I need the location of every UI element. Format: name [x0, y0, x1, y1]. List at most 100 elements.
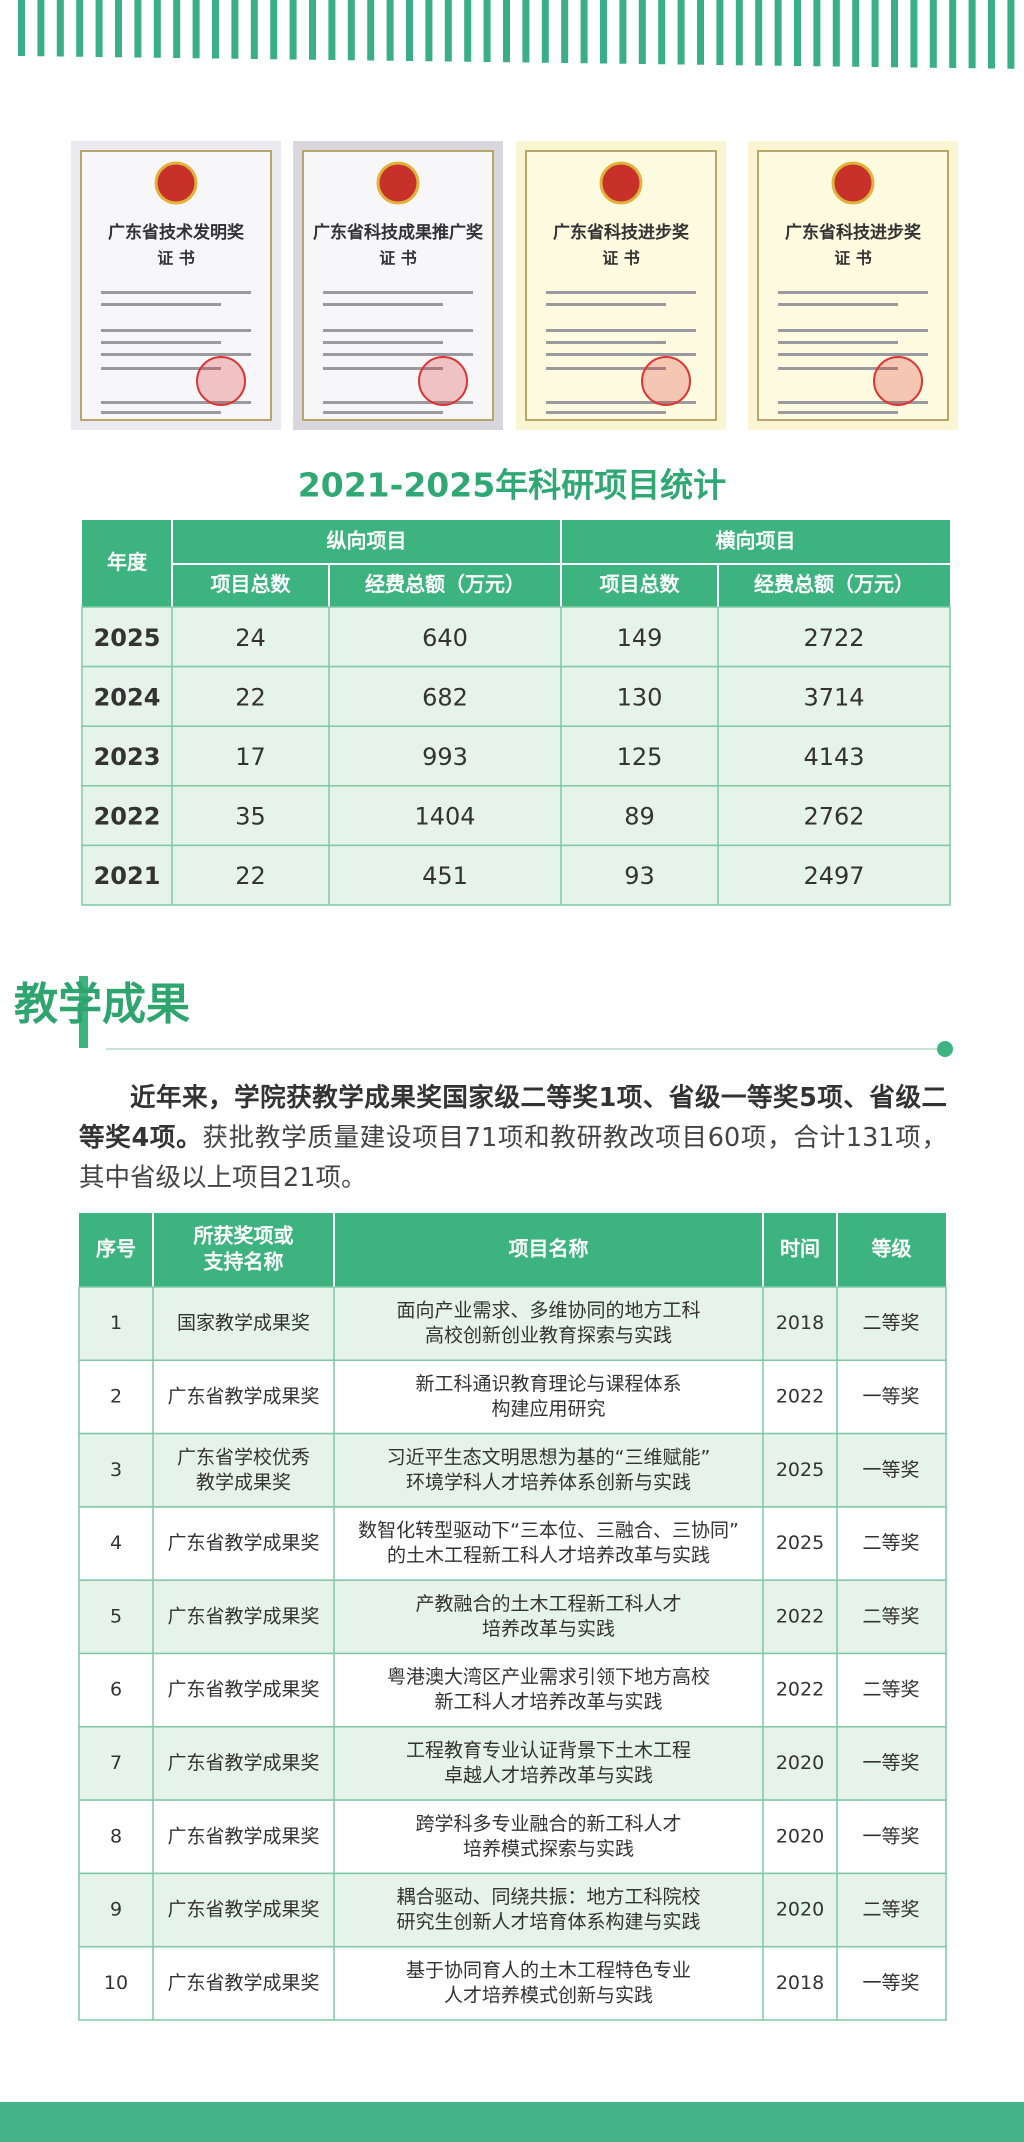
top-stripe: [503, 0, 510, 63]
top-stripe: [541, 0, 549, 63]
year-cell: 2023: [94, 743, 161, 771]
stats-row: [81, 665, 951, 727]
project-cell: 新工科通识教育理论与课程体系: [415, 1373, 681, 1395]
top-stripe: [677, 0, 685, 65]
top-stripe: [929, 0, 937, 68]
top-stripe: [619, 0, 627, 64]
value-cell: 130: [617, 683, 663, 711]
certificate-small-text: [101, 341, 221, 344]
project-cell: 新工科人才培养改革与实践: [434, 1691, 662, 1713]
project-cell: 工程教育专业认证背景下土木工程: [406, 1739, 691, 1761]
value-cell: 89: [624, 803, 655, 831]
certificate-small-text: [778, 401, 928, 404]
top-stripe: [464, 0, 472, 62]
value-cell: 125: [617, 743, 663, 771]
value-cell: 2497: [803, 862, 864, 890]
value-cell: 2722: [803, 624, 864, 652]
certificate-small-text: [101, 303, 221, 306]
stamp: [873, 356, 923, 406]
number-cell: 7: [110, 1752, 122, 1774]
grade-cell: 一等奖: [862, 1825, 919, 1847]
top-stripe: [95, 0, 103, 57]
top-stripe: [600, 0, 607, 64]
certificate-small-text: [778, 411, 898, 414]
grade-cell: 一等奖: [862, 1972, 919, 1994]
table-row: [78, 1945, 947, 2021]
number-cell: 6: [110, 1679, 122, 1701]
top-stripe: [212, 0, 219, 59]
certificate-small-text: [546, 329, 696, 332]
project-cell: 跨学科多专业融合的新工科人才: [415, 1813, 681, 1835]
award-cell: 广东省学校优秀: [177, 1446, 310, 1468]
top-stripe: [813, 0, 821, 67]
header-cell: 年度: [107, 550, 148, 574]
grade-cell: 二等奖: [862, 1312, 919, 1334]
header-cell: 等级: [872, 1237, 912, 1261]
table-row: [78, 1432, 947, 1508]
year-cell: 2020: [776, 1825, 824, 1847]
year-cell: 2018: [776, 1972, 824, 1994]
top-stripe: [173, 0, 181, 58]
certificate-small-text: [323, 303, 443, 306]
project-cell: 面向产业需求、多维协同的地方工科: [396, 1300, 700, 1322]
top-stripe: [386, 0, 394, 61]
certificate-small-text: [778, 303, 898, 306]
project-cell: 数智化转型驱动下“三本位、三融合、三协同”: [358, 1520, 739, 1542]
top-stripe: [580, 0, 588, 64]
award-cell: 国家教学成果奖: [177, 1312, 310, 1334]
top-stripe: [968, 0, 976, 69]
stats-row: [81, 844, 951, 906]
certificate-small-text: [778, 367, 898, 370]
top-stripe: [328, 0, 336, 60]
value-cell: 2762: [803, 803, 864, 831]
value-cell: 17: [235, 743, 266, 771]
certificate-subtitle: 证 书: [157, 249, 195, 268]
header-cell: 经费总额（万元）: [754, 572, 914, 596]
certificate-small-text: [546, 411, 666, 414]
header-cell: 序号: [96, 1237, 136, 1261]
certificate-small-text: [778, 291, 928, 294]
certificate-small-text: [323, 367, 443, 370]
top-stripe: [134, 0, 142, 58]
top-stripe: [406, 0, 413, 61]
header-cell: 支持名称: [204, 1250, 284, 1274]
top-stripe: [37, 0, 45, 57]
number-cell: 3: [110, 1459, 122, 1481]
certificate-subtitle: 证 书: [834, 249, 872, 268]
header-cell: 项目名称: [509, 1237, 589, 1261]
value-cell: 3714: [803, 683, 864, 711]
value-cell: 35: [235, 803, 266, 831]
certificate-small-text: [778, 353, 928, 356]
stamp: [418, 356, 468, 406]
certificate-small-text: [778, 329, 928, 332]
stamp: [196, 356, 246, 406]
top-stripe: [949, 0, 957, 68]
number-cell: 5: [110, 1605, 122, 1627]
top-stripe: [347, 0, 355, 61]
project-cell: 培养改革与实践: [482, 1618, 615, 1640]
top-stripe: [832, 0, 840, 67]
project-cell: 基于协同育人的土木工程特色专业: [406, 1959, 691, 1981]
top-stripe: [115, 0, 122, 58]
top-stripe: [1007, 0, 1015, 69]
top-stripe: [774, 0, 782, 66]
top-stripe: [483, 0, 491, 62]
stats-title: 2021-2025年科研项目统计: [298, 466, 726, 505]
top-stripe: [910, 0, 918, 68]
project-cell: 人才培养模式创新与实践: [444, 1984, 653, 2006]
top-stripe: [794, 0, 801, 66]
top-stripe: [658, 0, 666, 65]
year-cell: 2022: [776, 1385, 824, 1407]
certificate-small-text: [546, 401, 696, 404]
award-cell: 广东省教学成果奖: [167, 1972, 319, 1994]
grade-cell: 二等奖: [862, 1899, 919, 1921]
header-cell: 时间: [780, 1237, 820, 1261]
bottom-band: [0, 2102, 1024, 2142]
top-stripe: [18, 0, 25, 56]
value-cell: 22: [235, 862, 266, 890]
certificate-small-text: [323, 401, 473, 404]
grade-cell: 二等奖: [862, 1532, 919, 1554]
value-cell: 1404: [414, 803, 475, 831]
stats-row: [81, 725, 951, 787]
